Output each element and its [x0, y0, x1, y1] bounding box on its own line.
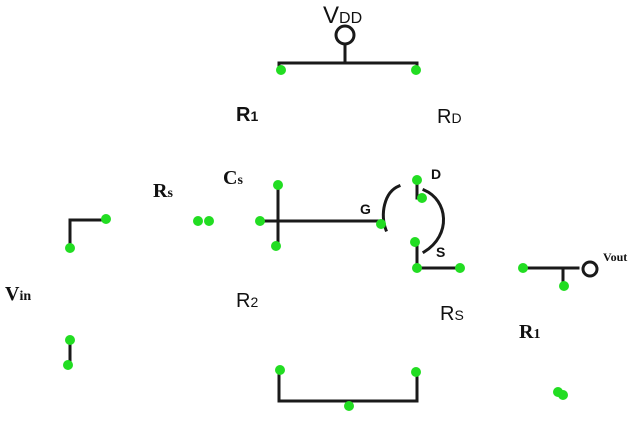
- node-source-body: [410, 237, 420, 247]
- rs-left-label: Rs: [153, 180, 173, 202]
- node-drain-top: [412, 175, 422, 185]
- gate-label: G: [360, 201, 371, 217]
- rs-right-label: RS: [440, 303, 464, 325]
- r2-label: R2: [236, 290, 259, 312]
- node-vin-bottom: [63, 360, 73, 370]
- vdd-terminal-icon: [334, 24, 356, 46]
- cs-label: Cs: [223, 167, 243, 189]
- mosfet-channel-arc: [421, 188, 445, 255]
- node-drain-body: [417, 193, 427, 203]
- drain-label: D: [431, 166, 442, 182]
- wires: [68, 42, 580, 403]
- node-top-left: [276, 65, 286, 75]
- node-bias-bottom: [271, 241, 281, 251]
- vdd-label: VDD: [323, 2, 363, 29]
- node-output-left: [518, 263, 528, 273]
- r1-right-label: R1: [519, 321, 541, 343]
- node-top-right: [411, 65, 421, 75]
- rd-label: RD: [437, 106, 462, 128]
- node-bias-left: [255, 216, 265, 226]
- node-cs-left: [193, 216, 203, 226]
- node-output-drop: [559, 281, 569, 291]
- source-label: S: [436, 244, 446, 260]
- vout-label: Vout: [603, 250, 628, 264]
- nodes: [63, 65, 569, 411]
- node-bottom-right: [411, 367, 421, 377]
- node-r1-bottom-b: [558, 390, 568, 400]
- node-input-left: [65, 243, 75, 253]
- node-source-rs: [455, 263, 465, 273]
- node-bottom-center: [344, 401, 354, 411]
- node-rs-left: [101, 214, 111, 224]
- vout-terminal-icon: [581, 260, 599, 278]
- node-gate: [376, 219, 386, 229]
- node-vin-bottom-top: [65, 335, 75, 345]
- r1-top-label: R1: [236, 104, 259, 126]
- node-bias-top: [273, 180, 283, 190]
- node-bottom-left: [275, 365, 285, 375]
- node-cs-right: [204, 216, 214, 226]
- node-source: [412, 263, 422, 273]
- vin-label: Vin: [5, 283, 32, 305]
